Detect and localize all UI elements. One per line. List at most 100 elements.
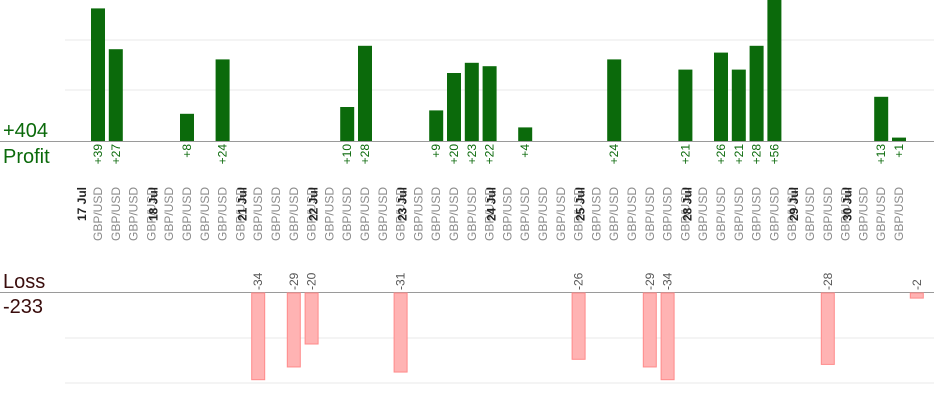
profit-bar — [91, 8, 105, 142]
profit-value-label: +24 — [216, 144, 230, 165]
profit-bar — [180, 113, 194, 141]
profit-value-label: +39 — [91, 144, 105, 165]
category-label: GBP/USD — [287, 187, 301, 241]
category-label: GBP/USD — [411, 187, 425, 241]
category-label: GBP/USD — [322, 187, 336, 241]
category-label: GBP/USD — [661, 187, 675, 241]
category-label: GBP/USD — [589, 187, 603, 241]
category-label: GBP/USD — [785, 187, 799, 241]
loss-bar — [820, 292, 835, 365]
date-label: 18 Jul — [146, 187, 160, 221]
loss-bar — [304, 292, 319, 345]
loss-value-label: -28 — [821, 272, 835, 290]
profit-bar — [215, 59, 230, 141]
profit-bar — [607, 59, 622, 141]
category-label: GBP/USD — [803, 187, 817, 241]
category-label: GBP/USD — [678, 187, 692, 241]
profit-bar — [447, 73, 461, 141]
loss-label: Loss — [3, 271, 45, 293]
category-label: GBP/USD — [483, 187, 497, 241]
category-label: GBP/USD — [216, 187, 230, 241]
profit-value-label: +24 — [607, 144, 621, 165]
category-label: GBP/USD — [376, 187, 390, 241]
category-label: GBP/USD — [732, 187, 746, 241]
category-label: GBP/USD — [269, 187, 283, 241]
loss-value-label: -20 — [305, 272, 319, 290]
profit-label: Profit — [3, 146, 50, 168]
profit-value-label: +27 — [109, 144, 123, 165]
category-label: GBP/USD — [767, 187, 781, 241]
profit-total: +404 — [3, 120, 48, 142]
loss-bar — [571, 292, 586, 360]
profit-value-label: +10 — [340, 144, 354, 165]
profit-bar — [731, 69, 746, 141]
profit-value-label: +20 — [447, 144, 461, 165]
loss-value-label: -29 — [643, 272, 657, 290]
profit-bar — [518, 127, 533, 141]
profit-bar — [678, 69, 693, 141]
profit-value-label: +8 — [180, 144, 194, 158]
category-label: GBP/USD — [500, 187, 514, 241]
profit-value-label: +28 — [358, 144, 372, 165]
category-label: GBP/USD — [91, 187, 105, 241]
loss-bar — [286, 292, 301, 368]
profit-value-label: +4 — [518, 144, 532, 158]
profit-bar — [340, 107, 355, 141]
profit-value-label: +28 — [750, 144, 764, 165]
category-label: GBP/USD — [518, 187, 532, 241]
category-label: GBP/USD — [198, 187, 212, 241]
category-label: GBP/USD — [625, 187, 639, 241]
profit-value-label: +9 — [429, 144, 443, 158]
category-label: GBP/USD — [892, 187, 906, 241]
date-label: 23 Jul — [396, 187, 410, 221]
profit-bar — [767, 0, 782, 141]
category-label: GBP/USD — [251, 187, 265, 241]
loss-value-label: -34 — [661, 272, 675, 290]
category-label: GBP/USD — [839, 187, 853, 241]
loss-total: -233 — [3, 296, 43, 318]
loss-value-label: -2 — [910, 279, 924, 290]
category-label: GBP/USD — [394, 187, 408, 241]
category-label: GBP/USD — [109, 187, 123, 241]
category-label: GBP/USD — [127, 187, 141, 241]
category-label: GBP/USD — [821, 187, 835, 241]
category-label: GBP/USD — [643, 187, 657, 241]
loss-value-label: -29 — [287, 272, 301, 290]
category-label: GBP/USD — [554, 187, 568, 241]
category-label: GBP/USD — [180, 187, 194, 241]
profit-value-label: +21 — [732, 144, 746, 165]
loss-bar — [393, 292, 408, 373]
profit-value-label: +13 — [874, 144, 888, 165]
category-label: GBP/USD — [305, 187, 319, 241]
category-label: GBP/USD — [358, 187, 372, 241]
profit-bar — [749, 45, 764, 141]
loss-bar — [909, 292, 924, 299]
category-label: GBP/USD — [572, 187, 586, 241]
loss-value-label: -26 — [572, 272, 586, 290]
category-label: GBP/USD — [714, 187, 728, 241]
profit-bar — [358, 45, 372, 141]
date-label: 29 Jul — [787, 187, 801, 221]
date-label: 30 Jul — [841, 187, 855, 221]
category-label: GBP/USD — [447, 187, 461, 241]
profit-value-label: +22 — [483, 144, 497, 165]
loss-bar — [660, 292, 675, 381]
category-label: GBP/USD — [233, 187, 247, 241]
date-label: 24 Jul — [485, 187, 499, 221]
date-label: 28 Jul — [680, 187, 694, 221]
category-label: GBP/USD — [856, 187, 870, 241]
category-label: GBP/USD — [874, 187, 888, 241]
profit-value-label: +26 — [714, 144, 728, 165]
date-label: 22 Jul — [307, 187, 321, 221]
category-label: GBP/USD — [144, 187, 158, 241]
category-label: GBP/USD — [340, 187, 354, 241]
profit-value-label: +56 — [767, 144, 781, 165]
date-label: 25 Jul — [574, 187, 588, 221]
category-label: GBP/USD — [429, 187, 443, 241]
profit-bar — [482, 66, 497, 141]
category-label: GBP/USD — [607, 187, 621, 241]
profit-value-label: +21 — [678, 144, 692, 165]
category-label: GBP/USD — [162, 187, 176, 241]
